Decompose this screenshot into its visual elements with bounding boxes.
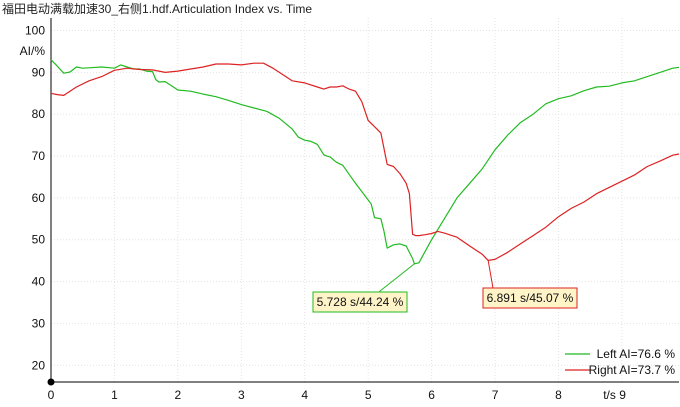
origin-marker	[47, 378, 55, 386]
annotation-box	[312, 291, 408, 313]
axes	[47, 18, 679, 386]
y-tick-label: 20	[32, 358, 46, 372]
y-tick-label: 80	[32, 107, 46, 121]
annotation-box	[482, 287, 578, 309]
y-tick-label: 90	[32, 65, 46, 79]
series-line-right	[50, 62, 680, 261]
x-tick-label: 1	[111, 388, 118, 402]
legend: Left AI=76.6 % Right AI=73.7 %	[565, 347, 675, 377]
x-tick-label: 8	[555, 388, 562, 402]
tick-labels: 0 1 2 3 4 5 6 7 8 t/s 9 20 30 40 50 60 70 80 90 100	[25, 24, 626, 402]
y-axis-label: AI/%	[20, 44, 46, 58]
x-tick-label: 7	[492, 388, 499, 402]
series-lines	[50, 59, 680, 265]
x-tick-label: 0	[48, 388, 55, 402]
annotation-label: 5.728 s/44.24 %	[317, 295, 404, 309]
x-tick-label: 5	[365, 388, 372, 402]
y-tick-label: 50	[32, 233, 46, 247]
plot-area	[51, 18, 679, 382]
x-tick-label: 3	[238, 388, 245, 402]
x-tick-label: t/s 9	[603, 388, 626, 402]
legend-label: Left AI=76.6 %	[597, 347, 676, 361]
x-tick-label: 2	[175, 388, 182, 402]
y-tick-label: 60	[32, 191, 46, 205]
chart-title: 福田电动满载加速30_右侧1.hdf.Articulation Index vs…	[2, 2, 313, 16]
y-tick-label: 70	[32, 149, 46, 163]
x-tick-label: 4	[301, 388, 308, 402]
annotation-label: 6.891 s/45.07 %	[487, 291, 574, 305]
y-tick-label: 30	[32, 316, 46, 330]
annotation-leader	[378, 263, 415, 293]
annotation-leader	[487, 260, 494, 289]
annotations: 5.728 s/44.24 % 6.891 s/45.07 %	[312, 260, 578, 313]
y-tick-label: 100	[25, 24, 45, 38]
x-tick-label: 6	[428, 388, 435, 402]
y-tick-label: 40	[32, 275, 46, 289]
legend-label: Right AI=73.7 %	[589, 363, 676, 377]
